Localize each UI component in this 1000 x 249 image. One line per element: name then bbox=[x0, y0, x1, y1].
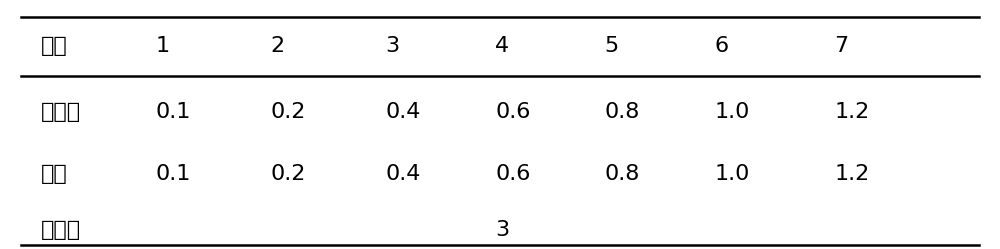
Text: 0.4: 0.4 bbox=[385, 164, 421, 184]
Text: 0.8: 0.8 bbox=[605, 164, 640, 184]
Text: 1.2: 1.2 bbox=[834, 102, 869, 122]
Text: 0.1: 0.1 bbox=[156, 164, 191, 184]
Text: 编号: 编号 bbox=[41, 36, 68, 56]
Text: 7: 7 bbox=[834, 36, 848, 56]
Text: 0.2: 0.2 bbox=[271, 164, 306, 184]
Text: 1.0: 1.0 bbox=[714, 164, 750, 184]
Text: 1.2: 1.2 bbox=[834, 164, 869, 184]
Text: 0.2: 0.2 bbox=[271, 102, 306, 122]
Text: 5: 5 bbox=[605, 36, 619, 56]
Text: 0.6: 0.6 bbox=[495, 102, 530, 122]
Text: 1.0: 1.0 bbox=[714, 102, 750, 122]
Text: 1: 1 bbox=[156, 36, 170, 56]
Text: 3: 3 bbox=[495, 220, 509, 240]
Text: 4: 4 bbox=[495, 36, 509, 56]
Text: 定容至: 定容至 bbox=[41, 220, 81, 240]
Text: 0.8: 0.8 bbox=[605, 102, 640, 122]
Text: 0.1: 0.1 bbox=[156, 102, 191, 122]
Text: 2: 2 bbox=[271, 36, 285, 56]
Text: 6: 6 bbox=[714, 36, 729, 56]
Text: 0.6: 0.6 bbox=[495, 164, 530, 184]
Text: 果糖: 果糖 bbox=[41, 164, 68, 184]
Text: 葡萄糖: 葡萄糖 bbox=[41, 102, 81, 122]
Text: 0.4: 0.4 bbox=[385, 102, 421, 122]
Text: 3: 3 bbox=[385, 36, 399, 56]
